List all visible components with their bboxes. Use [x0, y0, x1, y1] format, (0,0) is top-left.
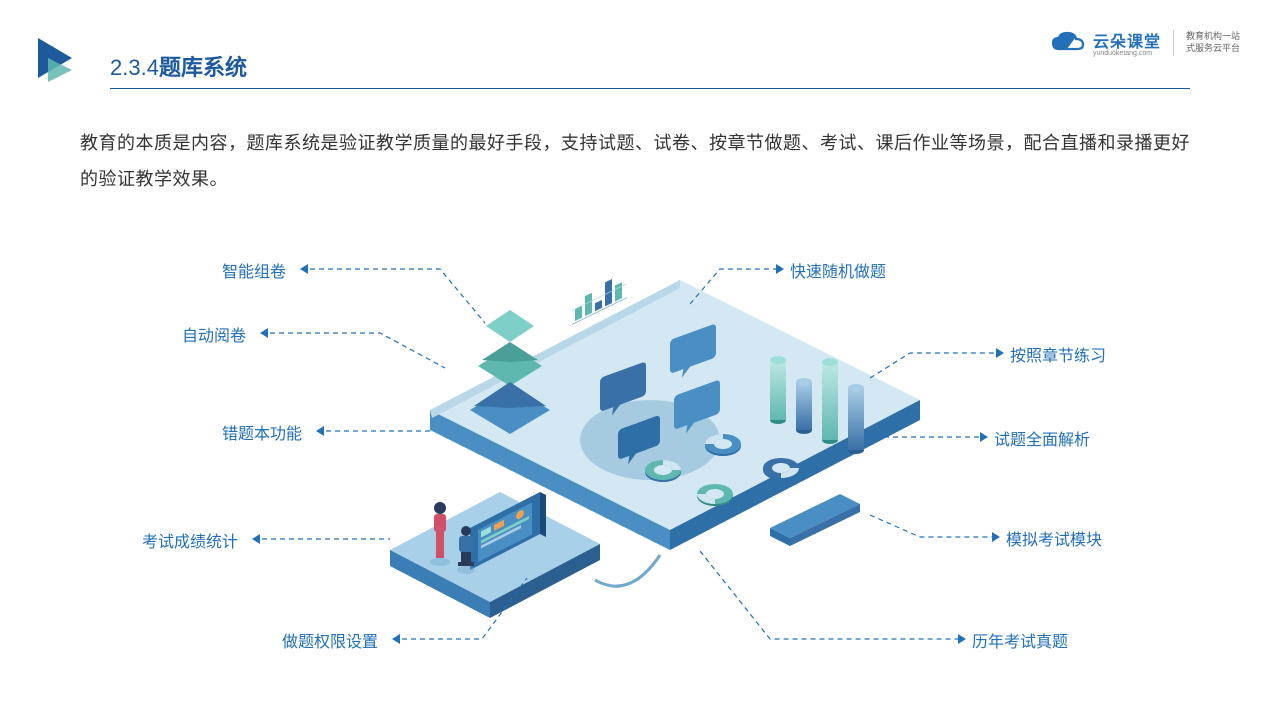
feature-score-stats: 考试成绩统计 [142, 528, 238, 552]
connector-line [310, 268, 490, 328]
brand-logo: 云朵课堂 yunduoketang.com 教育机构一站 式服务云平台 [1051, 28, 1240, 57]
arrow-icon [392, 634, 400, 644]
logo-tagline: 教育机构一站 式服务云平台 [1186, 31, 1240, 54]
connector-line [262, 538, 392, 542]
feature-diagram: 智能组卷 自动阅卷 错题本功能 考试成绩统计 做题权限设置 快速随机做题 按照章… [0, 230, 1280, 690]
cloud-icon [1051, 31, 1085, 55]
feature-random-practice: 快速随机做题 [790, 258, 886, 282]
connector-line [270, 332, 450, 372]
feature-past-exams: 历年考试真题 [972, 628, 1068, 652]
connector-line [402, 578, 532, 642]
feature-permission: 做题权限设置 [282, 628, 378, 652]
arrow-icon [252, 534, 260, 544]
feature-chapter-practice: 按照章节练习 [1010, 342, 1106, 366]
connector-line [700, 550, 962, 642]
section-number: 2.3.4 [110, 55, 159, 80]
connector-line [866, 436, 984, 440]
title-underline [110, 88, 1190, 89]
feature-mock-exam: 模拟考试模块 [1006, 526, 1102, 550]
logo-brand-text: 云朵课堂 [1093, 28, 1161, 52]
connector-line [870, 352, 1000, 382]
feature-auto-grade: 自动阅卷 [182, 322, 246, 346]
pill-button-icon [770, 494, 860, 546]
feature-wrong-book: 错题本功能 [222, 420, 302, 444]
logo-url: yunduoketang.com [1093, 50, 1161, 57]
connector-line [326, 430, 436, 434]
connector-line [690, 268, 780, 308]
section-title: 2.3.4题库系统 [110, 50, 247, 82]
description-text: 教育的本质是内容，题库系统是验证教学质量的最好手段，支持试题、试卷、按章节做题、… [80, 125, 1200, 197]
feature-full-analysis: 试题全面解析 [994, 426, 1090, 450]
arrow-icon [300, 264, 308, 274]
arrow-icon [260, 328, 268, 338]
header-play-icon [30, 30, 85, 90]
logo-divider [1173, 30, 1174, 56]
arrow-icon [316, 426, 324, 436]
connector-line [870, 514, 996, 540]
section-title-text: 题库系统 [159, 55, 247, 80]
feature-smart-paper: 智能组卷 [222, 258, 286, 282]
